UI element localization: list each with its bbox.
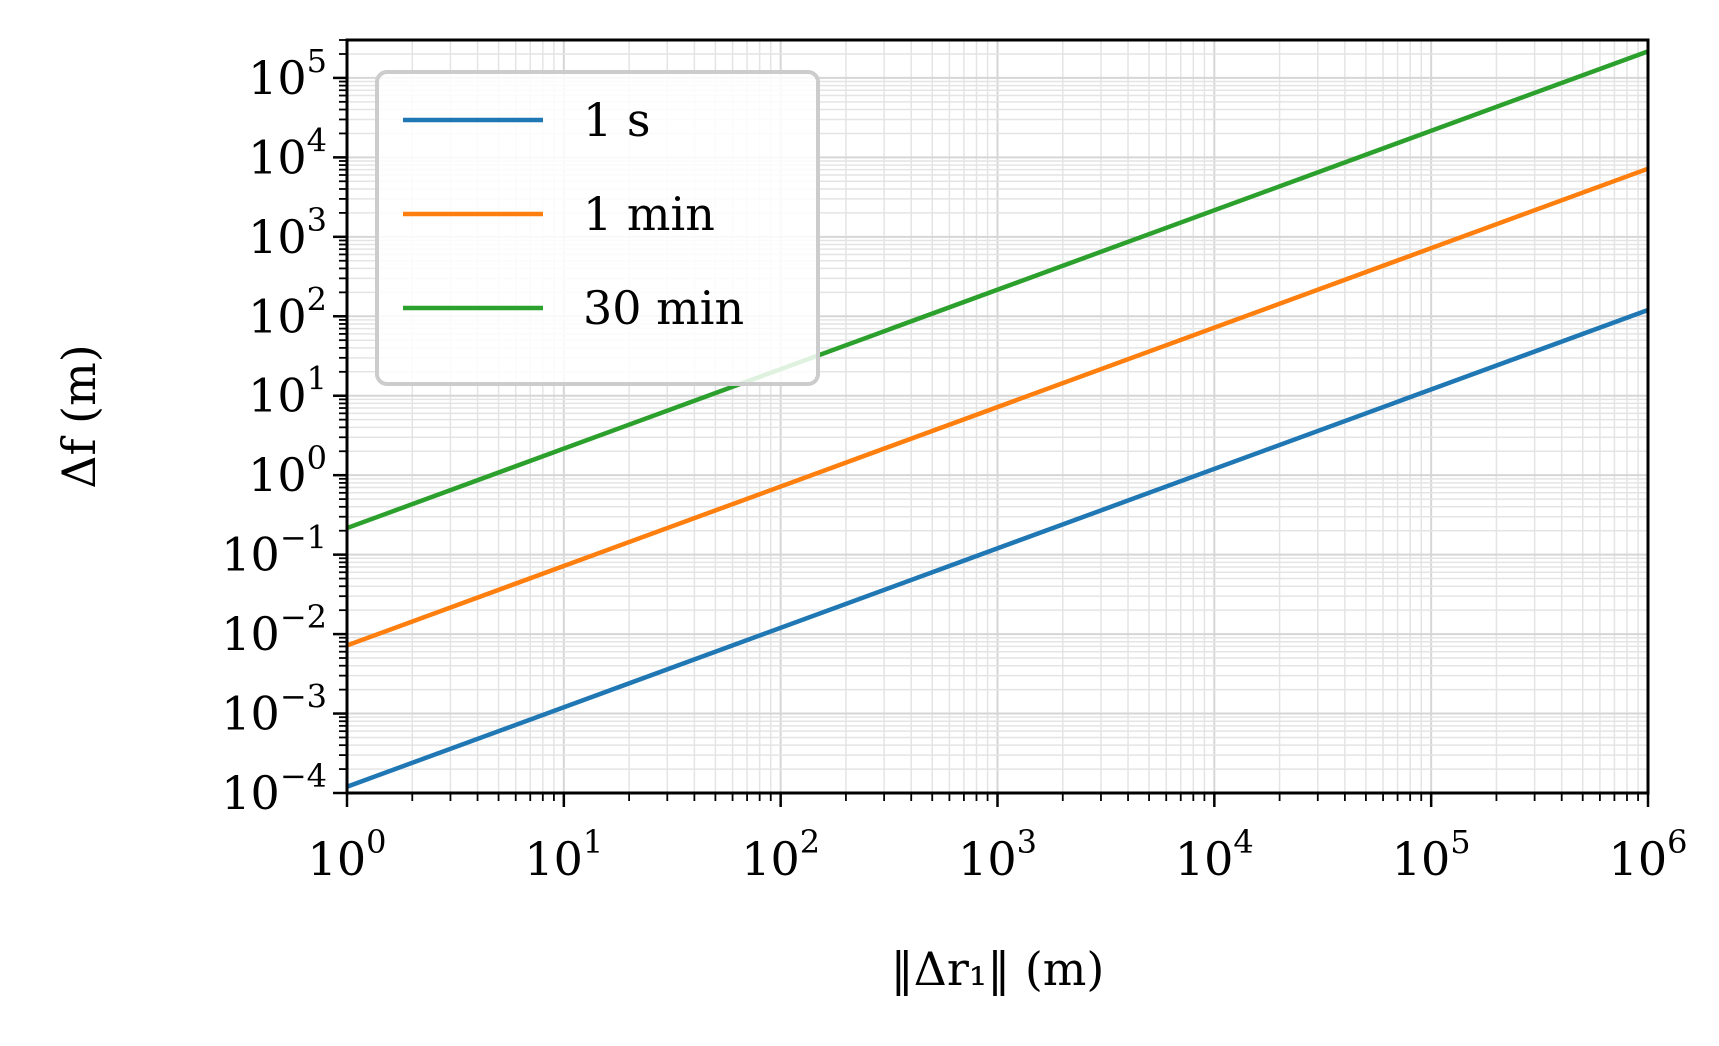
y-tick-label: 100	[248, 439, 327, 502]
y-tick-label: 101	[248, 360, 327, 423]
tick-marks	[333, 39, 1650, 807]
y-tick-labels: 10−4 10−3 10−2 10−1 100 101 102 103 104 105	[221, 42, 327, 820]
x-tick-label: 100	[308, 823, 387, 886]
x-tick-label: 102	[741, 823, 820, 886]
legend-label: 1 min	[583, 187, 715, 241]
y-tick-label: 10−2	[221, 598, 327, 661]
y-tick-label: 104	[248, 121, 327, 184]
x-tick-labels: 100 101 102 103 104 105 106	[308, 823, 1688, 886]
y-tick-label: 105	[248, 42, 327, 105]
x-tick-label: 103	[958, 823, 1037, 886]
series-lines	[346, 49, 1649, 789]
x-axis-label: ‖Δr₁‖ (m)	[891, 942, 1105, 996]
legend-label: 30 min	[583, 281, 744, 335]
x-tick-label: 101	[524, 823, 603, 886]
series-line-3	[346, 49, 1649, 531]
series-line-1	[346, 307, 1649, 789]
x-tick-label: 105	[1392, 823, 1471, 886]
x-tick-label: 104	[1175, 823, 1254, 886]
legend-label: 1 s	[583, 93, 651, 147]
legend: 1 s 1 min 30 min	[375, 70, 820, 386]
x-tick-label: 106	[1609, 823, 1688, 886]
y-tick-label: 10−1	[221, 519, 327, 582]
y-tick-label: 103	[248, 201, 327, 264]
y-tick-label: 10−3	[221, 678, 327, 741]
series-line-2	[346, 166, 1649, 648]
y-tick-label: 10−4	[221, 757, 327, 820]
y-axis-label: Δf (m)	[52, 344, 106, 488]
y-tick-label: 102	[248, 280, 327, 343]
